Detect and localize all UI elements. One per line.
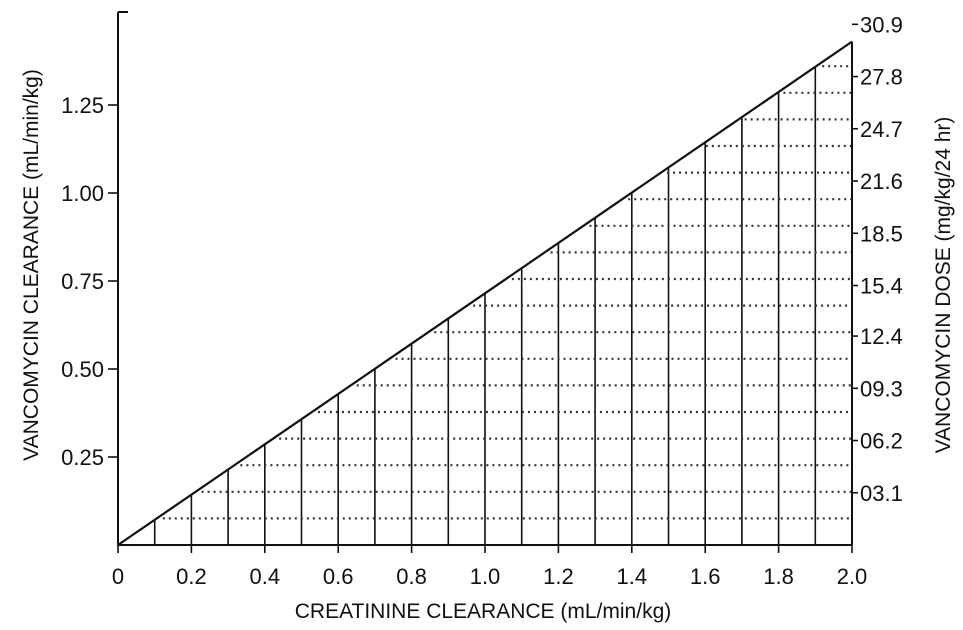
line-layer [117, 40, 853, 546]
y-right-tick-label: 15.4 [860, 274, 903, 299]
x-tick-label: 0.8 [396, 564, 427, 589]
x-axis-title: CREATININE CLEARANCE (mL/min/kg) [295, 600, 672, 623]
y-left-tick-label: 0.25 [61, 445, 104, 470]
x-tick-label: 2.0 [837, 564, 868, 589]
y-right-tick-label: 30.9 [860, 12, 903, 37]
x-tick-label: 1.0 [470, 564, 501, 589]
y-right-axis-title: VANCOMYCIN DOSE (mg/kg/24 hr) [932, 117, 955, 454]
x-tick-label: 1.8 [763, 564, 794, 589]
label-layer: 0 0.2 0.4 0.6 0.8 1.0 1.2 1.4 1.6 1.8 2.0 0.25 0.50 0… [61, 12, 903, 589]
y-left-tick-label: 1.25 [61, 93, 104, 118]
x-tick-label: 1.6 [690, 564, 721, 589]
x-tick-label: 0 [112, 564, 124, 589]
y-right-tick-label: 21.6 [860, 169, 903, 194]
x-tick-label: 0.2 [176, 564, 207, 589]
axis-layer [108, 11, 858, 553]
y-right-tick-label: 09.3 [860, 376, 903, 401]
y-left-axis-title: VANCOMYCIN CLEARANCE (mL/min/kg) [20, 69, 43, 461]
y-left-tick-label: 0.75 [61, 269, 104, 294]
x-tick-label: 0.6 [323, 564, 354, 589]
grid-layer [153, 65, 852, 545]
y-right-tick-label: 24.7 [860, 117, 903, 142]
x-tick-label: 0.4 [250, 564, 281, 589]
y-left-tick-label: 1.00 [61, 181, 104, 206]
y-right-tick-label: 06.2 [860, 429, 903, 454]
y-right-tick-label: 03.1 [860, 481, 903, 506]
x-tick-label: 1.2 [543, 564, 574, 589]
x-tick-label: 1.4 [617, 564, 648, 589]
series-line [117, 40, 853, 546]
y-right-tick-label: 12.4 [860, 324, 903, 349]
y-right-tick-label: 27.8 [860, 65, 903, 90]
y-left-tick-label: 0.50 [61, 357, 104, 382]
y-right-tick-label: 18.5 [860, 221, 903, 246]
